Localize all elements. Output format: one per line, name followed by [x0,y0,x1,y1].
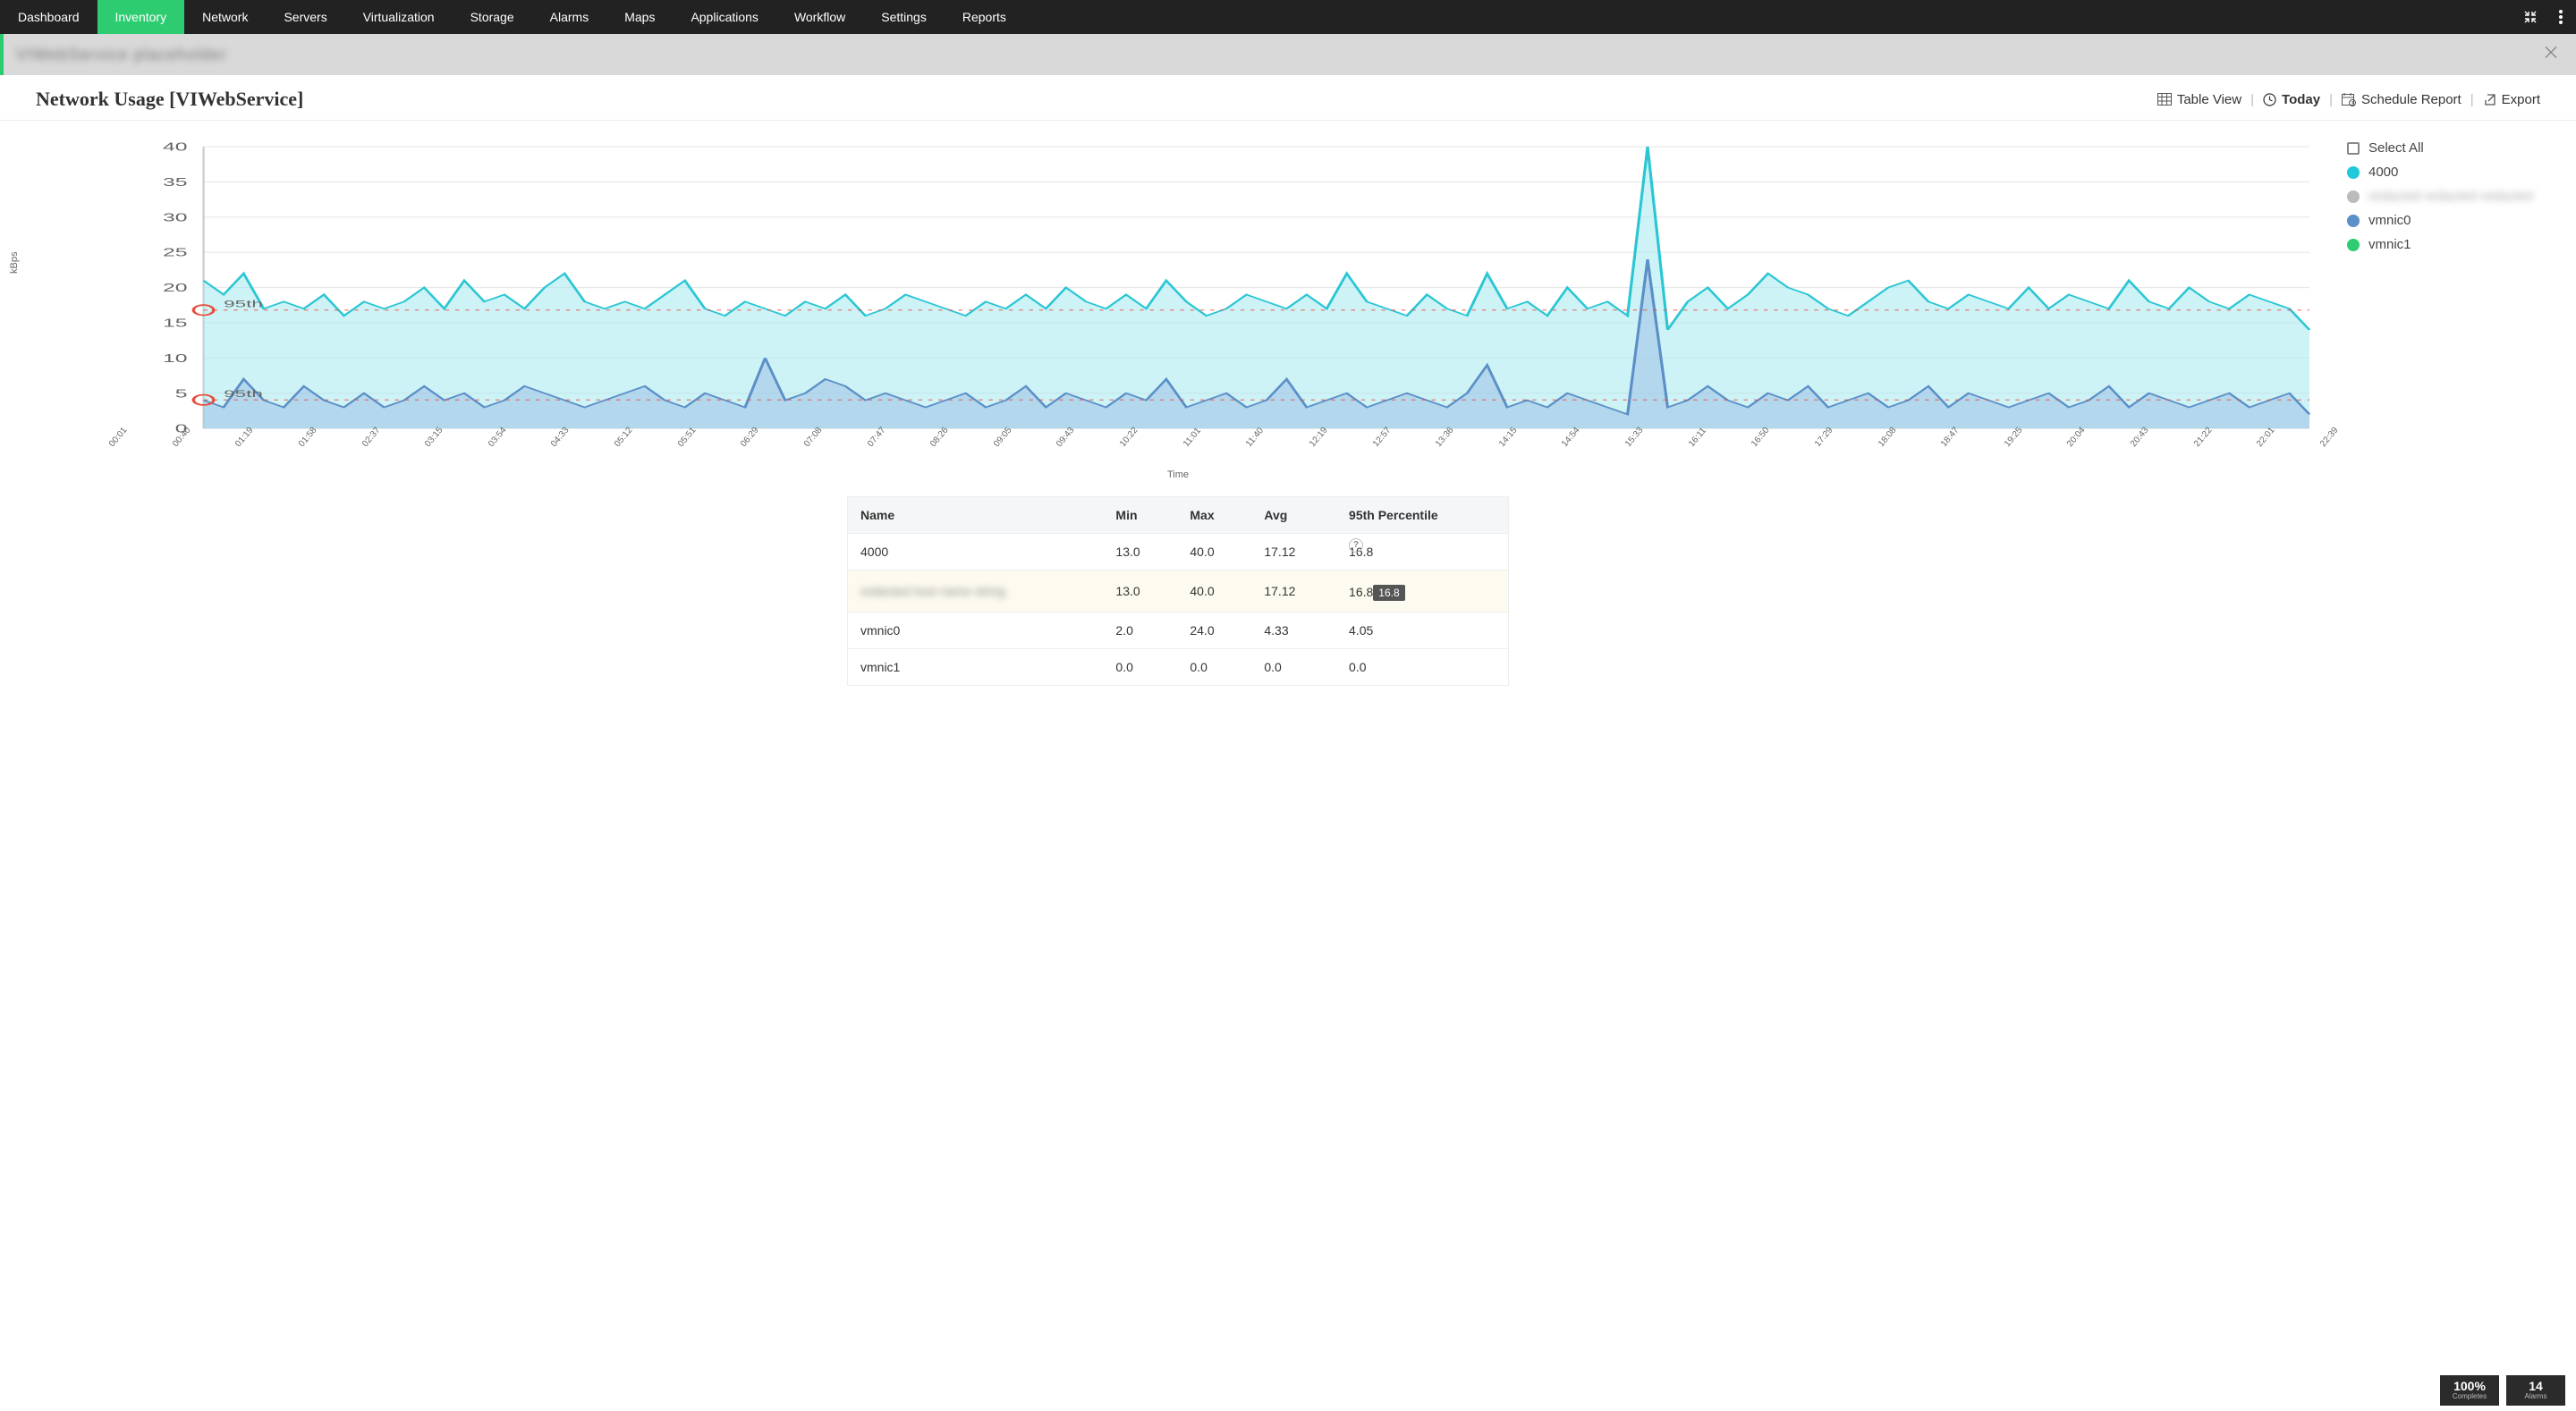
nav-dashboard[interactable]: Dashboard [0,0,97,34]
breadcrumb-text: VIWebService placeholder [16,46,227,64]
legend-select-all[interactable]: Select All [2347,140,2567,156]
svg-text:20: 20 [163,282,188,294]
chart-ylabel: kBps [9,252,20,274]
nav-settings[interactable]: Settings [863,0,945,34]
nav-reports[interactable]: Reports [945,0,1024,34]
table-row[interactable]: 400013.040.017.1216.8 [848,534,1509,570]
more-icon[interactable] [2546,0,2576,34]
svg-text:30: 30 [163,212,188,224]
alarms-badge[interactable]: 14 Alarms [2506,1375,2565,1406]
completes-badge[interactable]: 100% Completes [2440,1375,2499,1406]
nav-alarms[interactable]: Alarms [532,0,607,34]
svg-text:10: 10 [163,352,188,365]
nav-servers[interactable]: Servers [266,0,344,34]
chart-xlabel: Time [30,469,2326,480]
svg-text:25: 25 [163,247,188,259]
top-nav: DashboardInventoryNetworkServersVirtuali… [0,0,2576,34]
table-header[interactable]: Avg [1251,497,1336,534]
nav-applications[interactable]: Applications [673,0,776,34]
breadcrumb-bar: VIWebService placeholder [0,34,2576,75]
nav-network[interactable]: Network [184,0,266,34]
legend-item[interactable]: vmnic1 [2347,237,2567,252]
table-view-button[interactable]: Table View [2157,92,2241,107]
footer-badges: 100% Completes 14 Alarms [2440,1375,2565,1406]
nav-inventory[interactable]: Inventory [97,0,185,34]
legend-item[interactable]: vmnic0 [2347,213,2567,228]
nav-maps[interactable]: Maps [606,0,673,34]
page-title: Network Usage [VIWebService] [36,88,303,111]
svg-text:95th: 95th [224,298,263,309]
svg-text:35: 35 [163,176,188,189]
nav-storage[interactable]: Storage [453,0,532,34]
collapse-icon[interactable] [2515,0,2546,34]
table-header[interactable]: Max [1177,497,1251,534]
table-row[interactable]: vmnic02.024.04.334.05 [848,613,1509,649]
svg-text:40: 40 [163,141,188,154]
table-row[interactable]: redacted host name string13.040.017.1216… [848,570,1509,613]
table-header[interactable]: 95th Percentile? [1336,497,1508,534]
close-icon[interactable] [2542,44,2560,66]
tooltip-badge: 16.8 [1373,585,1404,601]
table-row[interactable]: vmnic10.00.00.00.0 [848,649,1509,686]
network-usage-chart[interactable]: kBps 051015202530354095th95th 00:0100:40… [30,139,2326,480]
export-button[interactable]: Export [2483,92,2540,107]
svg-text:95th: 95th [224,388,263,400]
help-icon[interactable]: ? [1349,538,1363,553]
legend-item[interactable]: 4000 [2347,165,2567,180]
page-header: Network Usage [VIWebService] Table View … [0,75,2576,121]
stats-table: NameMinMaxAvg95th Percentile? 400013.040… [847,496,1509,686]
timerange-button[interactable]: Today [2263,92,2320,107]
table-header[interactable]: Min [1103,497,1177,534]
svg-text:15: 15 [163,317,188,330]
nav-virtualization[interactable]: Virtualization [345,0,453,34]
chart-legend: Select All 4000 redacted redacted redacted… [2326,139,2567,1407]
nav-workflow[interactable]: Workflow [776,0,863,34]
table-header[interactable]: Name [848,497,1104,534]
svg-text:5: 5 [175,387,188,400]
schedule-report-button[interactable]: Schedule Report [2342,92,2462,107]
legend-item[interactable]: redacted redacted redacted [2347,189,2567,204]
